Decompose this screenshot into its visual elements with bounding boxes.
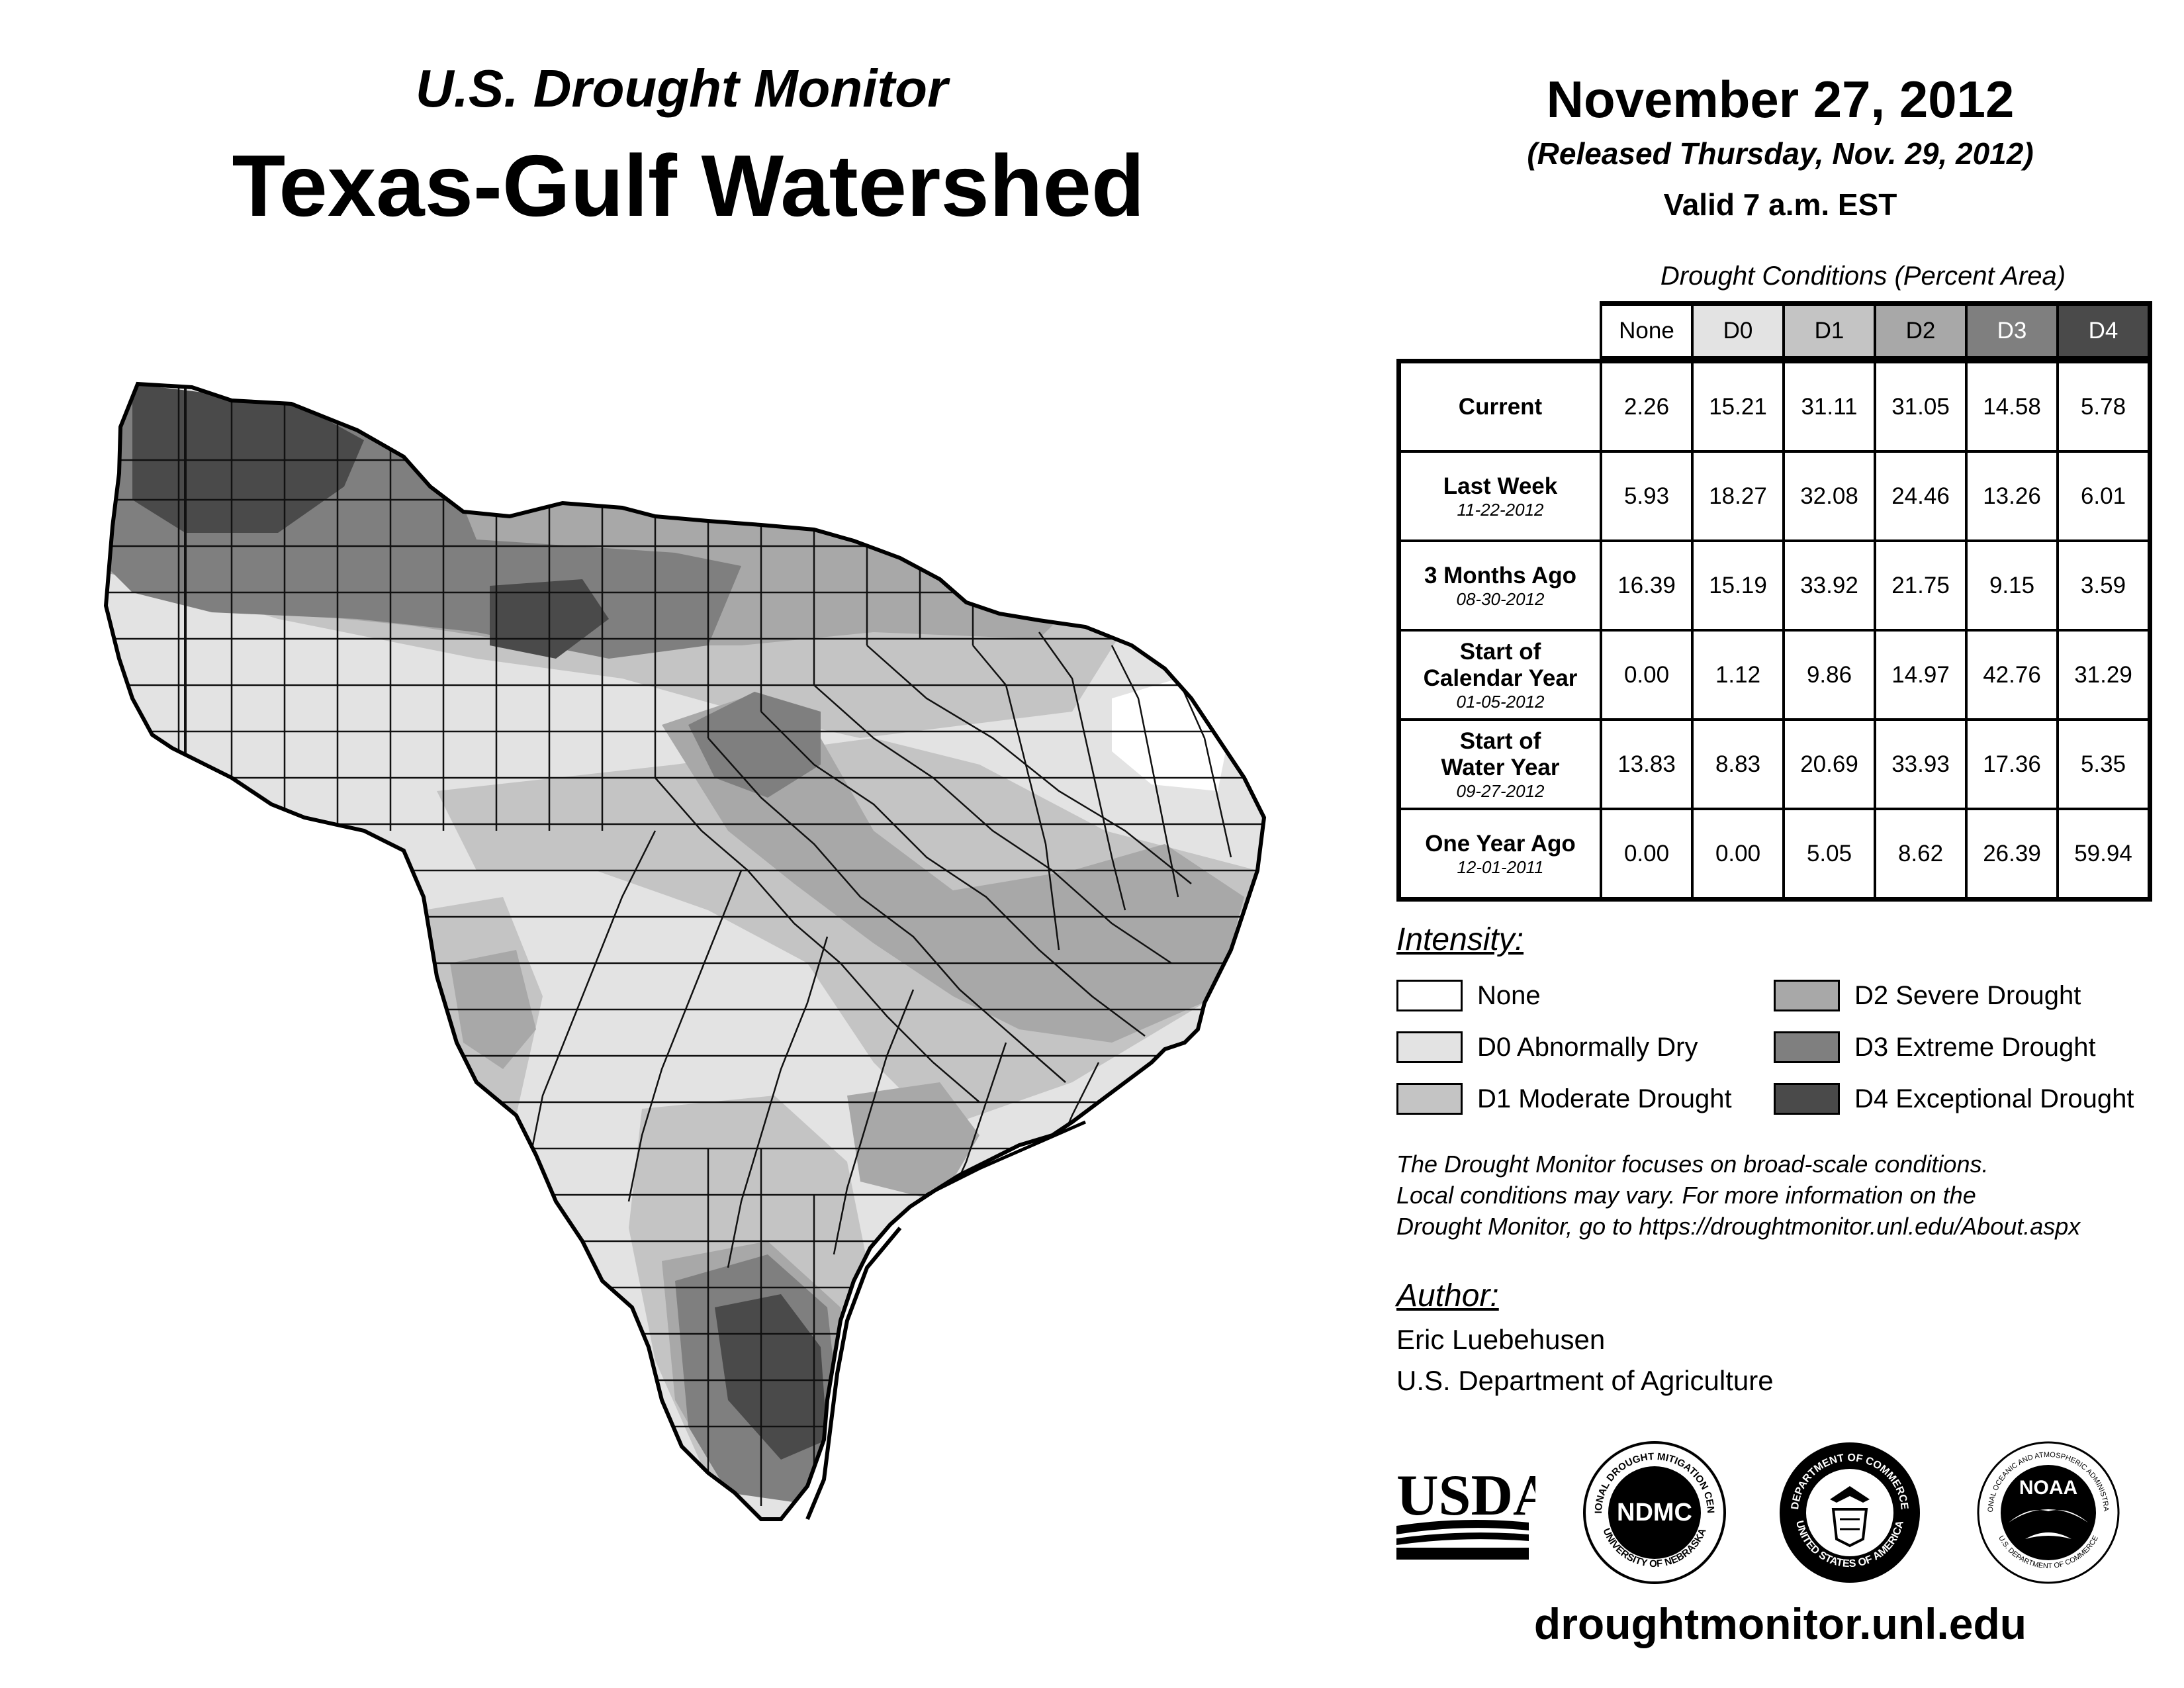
- cell: 6.01: [2056, 450, 2152, 542]
- table-row: Start of Calendar Year 01-05-2012 0.00 1.…: [1396, 629, 2152, 721]
- cell: 42.76: [1965, 629, 2059, 721]
- col-d1: D1: [1782, 301, 1876, 359]
- cell: 15.19: [1691, 539, 1785, 632]
- cell: 14.58: [1965, 359, 2059, 453]
- author-heading: Author:: [1396, 1278, 1499, 1313]
- legend-item-d0: D0 Abnormally Dry: [1396, 1030, 1732, 1064]
- valid-date: November 27, 2012: [1546, 70, 2015, 128]
- cell: 17.36: [1965, 718, 2059, 810]
- cell: 21.75: [1874, 539, 1968, 632]
- watershed-map: [103, 381, 1267, 1521]
- cell: 15.21: [1691, 359, 1785, 453]
- ndmc-logo: NATIONAL DROUGHT MITIGATION CENTER UNIVE…: [1582, 1440, 1726, 1584]
- cell: 16.39: [1600, 539, 1694, 632]
- noaa-logo: NATIONAL OCEANIC AND ATMOSPHERIC ADMINIS…: [1976, 1440, 2120, 1584]
- legend-swatch-d0: [1396, 1031, 1463, 1063]
- map-title: Texas-Gulf Watershed: [232, 137, 1145, 234]
- cell: 59.94: [2056, 808, 2152, 902]
- row-label: 3 Months Ago 08-30-2012: [1396, 539, 1602, 632]
- cell: 2.26: [1600, 359, 1694, 453]
- legend-item-d1: D1 Moderate Drought: [1396, 1082, 1732, 1116]
- cell: 24.46: [1874, 450, 1968, 542]
- cell: 14.97: [1874, 629, 1968, 721]
- legend-left-column: None D0 Abnormally Dry D1 Moderate Droug…: [1396, 978, 1732, 1116]
- col-d0: D0: [1691, 301, 1785, 359]
- table-row: Current 2.26 15.21 31.11 31.05 14.58 5.7…: [1396, 359, 2152, 453]
- cell: 9.15: [1965, 539, 2059, 632]
- cell: 33.92: [1782, 539, 1876, 632]
- map-subtitle: U.S. Drought Monitor: [415, 59, 948, 118]
- col-d4: D4: [2056, 301, 2152, 359]
- cell: 18.27: [1691, 450, 1785, 542]
- legend-swatch-d3: [1774, 1031, 1840, 1063]
- cell: 0.00: [1600, 808, 1694, 902]
- cell: 0.00: [1600, 629, 1694, 721]
- col-d2: D2: [1874, 301, 1968, 359]
- table-row: One Year Ago 12-01-2011 0.00 0.00 5.05 8.…: [1396, 808, 2152, 902]
- cell: 0.00: [1691, 808, 1785, 902]
- website-link[interactable]: droughtmonitor.unl.edu: [1533, 1599, 2027, 1648]
- legend-heading: Intensity:: [1396, 922, 1524, 957]
- usda-wordmark: USDA: [1396, 1464, 1535, 1528]
- legend-swatch-none: [1396, 980, 1463, 1011]
- drought-conditions-table: None D0 D1 D2 D3 D4 Current 2.26 15.21 3…: [1396, 301, 2152, 902]
- col-none: None: [1600, 301, 1694, 359]
- cell: 13.26: [1965, 450, 2059, 542]
- cell: 5.05: [1782, 808, 1876, 902]
- cell: 32.08: [1782, 450, 1876, 542]
- cell: 1.12: [1691, 629, 1785, 721]
- cell: 31.11: [1782, 359, 1876, 453]
- legend-item-d4: D4 Exceptional Drought: [1774, 1082, 2134, 1116]
- table-caption: Drought Conditions (Percent Area): [1660, 261, 2066, 291]
- cell: 5.35: [2056, 718, 2152, 810]
- table-row: 3 Months Ago 08-30-2012 16.39 15.19 33.92…: [1396, 539, 2152, 632]
- noaa-wordmark: NOAA: [2019, 1477, 2077, 1499]
- doc-seal-logo: DEPARTMENT OF COMMERCE UNITED STATES OF …: [1780, 1442, 1920, 1583]
- row-label: Current: [1396, 359, 1602, 453]
- disclaimer-note: The Drought Monitor focuses on broad-sca…: [1396, 1150, 2081, 1240]
- cell: 33.93: [1874, 718, 1968, 810]
- cell: 5.78: [2056, 359, 2152, 453]
- table-row: Last Week 11-22-2012 5.93 18.27 32.08 24.…: [1396, 450, 2152, 542]
- cell: 13.83: [1600, 718, 1694, 810]
- legend-right-column: D2 Severe Drought D3 Extreme Drought D4 …: [1774, 978, 2134, 1116]
- cell: 8.62: [1874, 808, 1968, 902]
- legend-swatch-d2: [1774, 980, 1840, 1011]
- legend-swatch-d4: [1774, 1083, 1840, 1115]
- cell: 5.93: [1600, 450, 1694, 542]
- legend-swatch-d1: [1396, 1083, 1463, 1115]
- row-label: One Year Ago 12-01-2011: [1396, 808, 1602, 902]
- legend-item-none: None: [1396, 978, 1732, 1013]
- cell: 31.05: [1874, 359, 1968, 453]
- author-name: Eric Luebehusen: [1396, 1324, 1606, 1355]
- ndmc-wordmark: NDMC: [1617, 1499, 1692, 1526]
- table-corner: [1399, 304, 1602, 358]
- row-label: Start of Water Year 09-27-2012: [1396, 718, 1602, 810]
- author-org: U.S. Department of Agriculture: [1396, 1365, 1774, 1396]
- row-label: Last Week 11-22-2012: [1396, 450, 1602, 542]
- legend-item-d3: D3 Extreme Drought: [1774, 1030, 2134, 1064]
- table-row: Start of Water Year 09-27-2012 13.83 8.83…: [1396, 718, 2152, 810]
- usda-logo: USDA: [1396, 1464, 1535, 1560]
- legend-item-d2: D2 Severe Drought: [1774, 978, 2134, 1013]
- row-label: Start of Calendar Year 01-05-2012: [1396, 629, 1602, 721]
- cell: 26.39: [1965, 808, 2059, 902]
- cell: 9.86: [1782, 629, 1876, 721]
- cell: 3.59: [2056, 539, 2152, 632]
- cell: 20.69: [1782, 718, 1876, 810]
- col-d3: D3: [1965, 301, 2059, 359]
- cell: 8.83: [1691, 718, 1785, 810]
- valid-time: Valid 7 a.m. EST: [1663, 187, 1897, 222]
- release-date: (Released Thursday, Nov. 29, 2012): [1527, 136, 2034, 171]
- cell: 31.29: [2056, 629, 2152, 721]
